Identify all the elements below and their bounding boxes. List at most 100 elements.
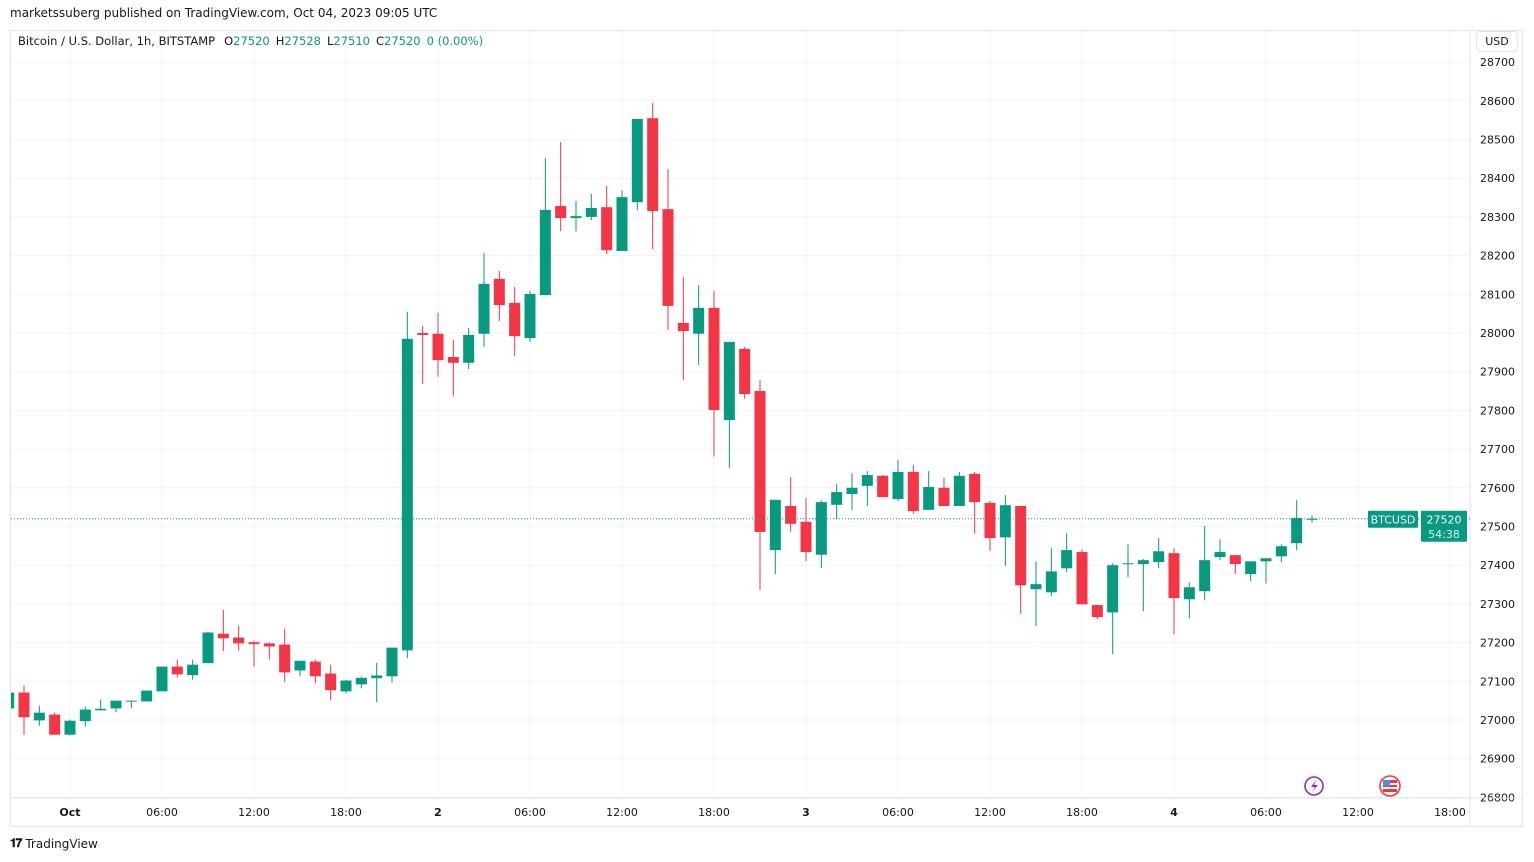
candle-body bbox=[493, 278, 505, 306]
lightning-icon-bolt bbox=[1311, 780, 1318, 792]
candle-up bbox=[861, 471, 873, 506]
candle-down bbox=[248, 640, 260, 667]
candle-body bbox=[1091, 605, 1103, 618]
candle-body bbox=[202, 632, 214, 664]
price-tag-countdown: 54:38 bbox=[1428, 528, 1460, 541]
candle-down bbox=[447, 339, 459, 397]
y-tick-label: 27900 bbox=[1480, 366, 1515, 379]
price-tag bbox=[1421, 510, 1467, 542]
candle-body bbox=[325, 673, 337, 691]
candle-body bbox=[340, 680, 352, 692]
candle-down bbox=[800, 497, 812, 561]
candle-body bbox=[463, 334, 475, 363]
candle-body bbox=[248, 642, 260, 645]
candle-body bbox=[432, 333, 444, 361]
candle-down bbox=[171, 659, 183, 678]
candle-down bbox=[279, 628, 291, 682]
y-tick-label: 27400 bbox=[1480, 559, 1515, 572]
candle-body bbox=[693, 307, 705, 334]
candle-body bbox=[309, 661, 321, 677]
candle-body bbox=[999, 505, 1011, 538]
candle-up bbox=[125, 700, 137, 709]
candle-body bbox=[662, 209, 674, 306]
candle-body bbox=[769, 499, 781, 551]
candle-down bbox=[1229, 555, 1241, 575]
candle-down bbox=[754, 379, 766, 590]
candle-body bbox=[677, 322, 689, 332]
y-tick-label: 28700 bbox=[1480, 56, 1515, 69]
candle-up bbox=[1137, 559, 1149, 612]
candle-down bbox=[677, 276, 689, 380]
candle-up bbox=[1245, 561, 1257, 582]
x-tick-label: Oct bbox=[59, 806, 80, 819]
candle-body bbox=[263, 643, 275, 647]
low-label: L bbox=[326, 34, 334, 48]
currency-button[interactable]: USD bbox=[1476, 31, 1518, 52]
tradingview-logo-icon: 𝟏𝟕 bbox=[10, 836, 22, 850]
candle-body bbox=[417, 333, 429, 335]
y-tick-label: 27500 bbox=[1480, 521, 1515, 534]
symbol-title[interactable]: Bitcoin / U.S. Dollar, 1h, BITSTAMP bbox=[18, 34, 216, 48]
candle-body bbox=[1275, 546, 1287, 557]
candle-up bbox=[1122, 544, 1134, 578]
candle-down bbox=[938, 477, 950, 506]
candle-down bbox=[1076, 549, 1088, 605]
candle-body bbox=[18, 692, 30, 718]
candle-body bbox=[616, 197, 628, 251]
candle-body bbox=[49, 714, 61, 735]
x-tick-label: 3 bbox=[802, 806, 810, 819]
candle-down bbox=[555, 142, 567, 232]
candle-body bbox=[1076, 552, 1088, 605]
candle-up bbox=[953, 471, 965, 506]
chart-frame bbox=[10, 30, 1523, 827]
x-tick-label: 06:00 bbox=[514, 806, 546, 819]
symbol-tag-text: BTCUSD bbox=[1371, 513, 1416, 526]
flag-stripe bbox=[1383, 789, 1397, 792]
open-value: 27520 bbox=[233, 34, 270, 48]
candle-body bbox=[923, 487, 935, 510]
candle-up bbox=[1030, 561, 1042, 626]
candle-up bbox=[723, 341, 735, 469]
candle-down bbox=[601, 185, 613, 255]
candle-body bbox=[861, 475, 873, 486]
candle-body bbox=[509, 302, 521, 337]
candle-up bbox=[539, 158, 551, 296]
candle-up bbox=[1199, 526, 1211, 601]
candle-up bbox=[892, 459, 904, 501]
candle-body bbox=[11, 692, 15, 709]
candle-up bbox=[401, 311, 413, 659]
candle-body bbox=[815, 502, 827, 555]
candle-body bbox=[754, 391, 766, 532]
candle-body bbox=[1214, 552, 1226, 558]
candle-up bbox=[294, 660, 306, 677]
candle-body bbox=[739, 348, 751, 395]
candle-down bbox=[233, 625, 245, 652]
x-tick-label: 18:00 bbox=[330, 806, 362, 819]
candle-down bbox=[877, 475, 889, 498]
candle-up bbox=[1045, 548, 1057, 597]
candle-body bbox=[631, 118, 643, 203]
candle-up bbox=[110, 700, 122, 713]
candle-up bbox=[1183, 582, 1195, 619]
candle-up bbox=[631, 118, 643, 210]
candle-down bbox=[309, 659, 321, 684]
candle-up bbox=[340, 679, 352, 694]
candle-body bbox=[355, 677, 367, 685]
y-tick-label: 27200 bbox=[1480, 637, 1515, 650]
x-tick-label: 2 bbox=[434, 806, 442, 819]
candle-body bbox=[570, 216, 582, 219]
y-tick-label: 28500 bbox=[1480, 134, 1515, 147]
symbol-legend: Bitcoin / U.S. Dollar, 1h, BITSTAMP O 275… bbox=[18, 34, 483, 48]
x-tick-label: 06:00 bbox=[882, 806, 914, 819]
candle-up bbox=[1306, 515, 1318, 523]
footer-brand[interactable]: 𝟏𝟕 TradingView bbox=[10, 836, 98, 851]
candle-body bbox=[1291, 517, 1303, 544]
x-tick-label: 06:00 bbox=[146, 806, 178, 819]
candle-body bbox=[171, 666, 183, 675]
candle-up bbox=[202, 631, 214, 664]
y-tick-label: 28600 bbox=[1480, 95, 1515, 108]
brand-name: TradingView bbox=[25, 836, 98, 851]
candle-body bbox=[294, 660, 306, 671]
candle-body bbox=[33, 712, 45, 721]
